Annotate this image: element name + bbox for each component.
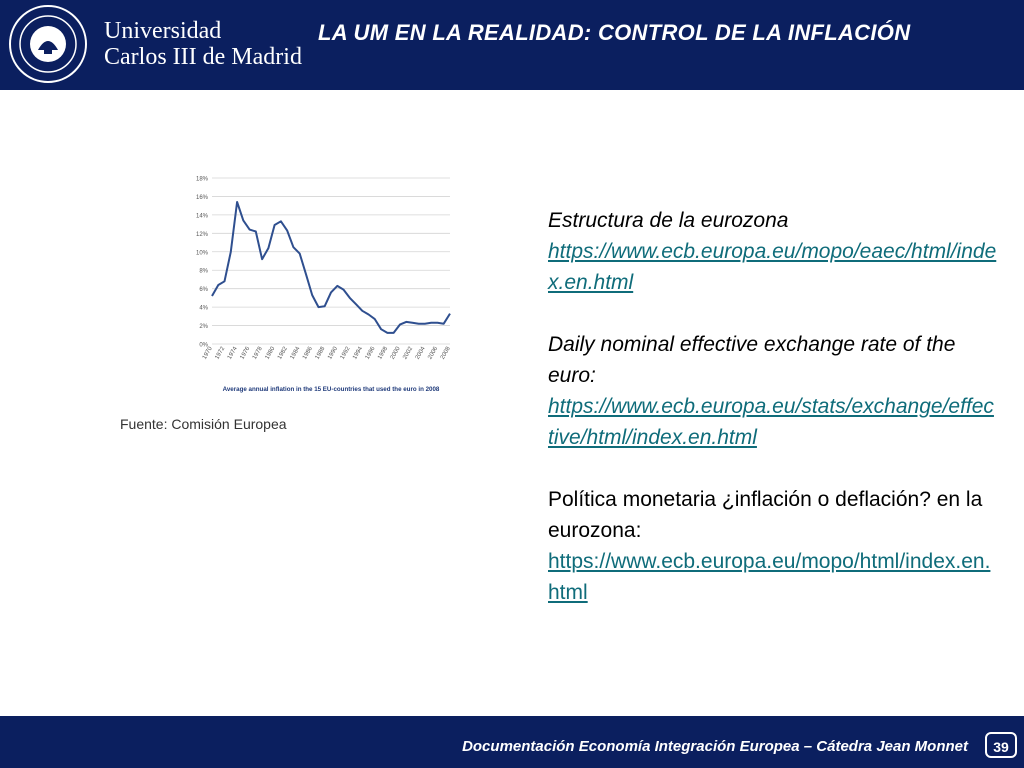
y-tick-label: 12% [196, 232, 209, 238]
links-column: Estructura de la eurozona https://www.ec… [548, 205, 998, 639]
x-tick-label: 1988 [315, 345, 327, 360]
paragraph-eurozone-structure: Estructura de la eurozona https://www.ec… [548, 205, 998, 298]
x-tick-label: 1972 [214, 345, 226, 360]
footer-text: Documentación Economía Integración Europ… [462, 738, 968, 755]
x-tick-label: 1994 [352, 345, 364, 360]
university-name: Universidad Carlos III de Madrid [104, 18, 302, 70]
slide-title: LA UM EN LA REALIDAD: CONTROL DE LA INFL… [318, 20, 911, 45]
monetary-policy-link[interactable]: https://www.ecb.europa.eu/mopo/html/inde… [548, 550, 991, 604]
exchange-rate-title: Daily nominal effective exchange rate of… [548, 333, 956, 387]
x-tick-label: 1992 [340, 345, 352, 360]
x-tick-label: 1996 [365, 345, 377, 360]
x-tick-label: 2006 [427, 345, 439, 360]
exchange-rate-link[interactable]: https://www.ecb.europa.eu/stats/exchange… [548, 395, 994, 449]
x-tick-label: 2000 [390, 345, 402, 360]
chart-source: Fuente: Comisión Europea [120, 416, 287, 432]
x-tick-label: 1982 [277, 345, 289, 360]
series-line [211, 201, 451, 334]
monetary-policy-title: Política monetaria ¿inflación o deflació… [548, 488, 983, 542]
inflation-chart: 0% 2% 4% 6% 8% 10% 12% 14% 16% 18% 1970 1972 1974 197… [118, 168, 458, 438]
y-tick-label: 2% [199, 324, 208, 330]
eurozone-structure-title: Estructura de la eurozona [548, 209, 789, 232]
x-tick-label: 1980 [264, 345, 276, 360]
page-number: 39 [985, 732, 1017, 758]
eurozone-structure-link[interactable]: https://www.ecb.europa.eu/mopo/eaec/html… [548, 240, 997, 294]
paragraph-exchange-rate: Daily nominal effective exchange rate of… [548, 329, 998, 453]
y-tick-label: 6% [199, 287, 208, 293]
logo-line-1: Universidad [104, 18, 222, 44]
x-tick-label: 2008 [440, 345, 452, 360]
y-tick-label: 4% [199, 306, 208, 312]
y-tick-label: 8% [199, 269, 208, 275]
paragraph-monetary-policy: Política monetaria ¿inflación o deflació… [548, 484, 998, 608]
x-tick-label: 2004 [415, 345, 427, 360]
y-tick-label: 10% [196, 250, 209, 256]
x-tick-label: 1986 [302, 345, 314, 360]
x-tick-label: 1978 [252, 345, 264, 360]
header-bar: Universidad Carlos III de Madrid LA UM E… [0, 0, 1024, 90]
y-tick-label: 18% [196, 177, 209, 183]
chart-title: Average annual inflation in the 15 EU-co… [223, 386, 440, 393]
footer-bar: Documentación Economía Integración Europ… [0, 716, 1024, 768]
y-tick-label: 14% [196, 213, 209, 219]
x-tick-label: 1974 [227, 345, 239, 360]
x-tick-label: 2002 [402, 345, 414, 360]
logo-line-2: Carlos III de Madrid [104, 44, 302, 70]
university-seal-icon [9, 5, 87, 83]
x-tick-label: 1976 [239, 345, 251, 360]
chart-svg: 0%2%4%6%8%10%12%14%16%18%1970 1972 1974 197… [196, 177, 452, 394]
x-tick-label: 1990 [327, 345, 339, 360]
y-tick-label: 0% [199, 343, 208, 349]
x-tick-label: 1998 [377, 345, 389, 360]
y-tick-label: 16% [196, 195, 209, 201]
x-tick-label: 1984 [290, 345, 302, 360]
